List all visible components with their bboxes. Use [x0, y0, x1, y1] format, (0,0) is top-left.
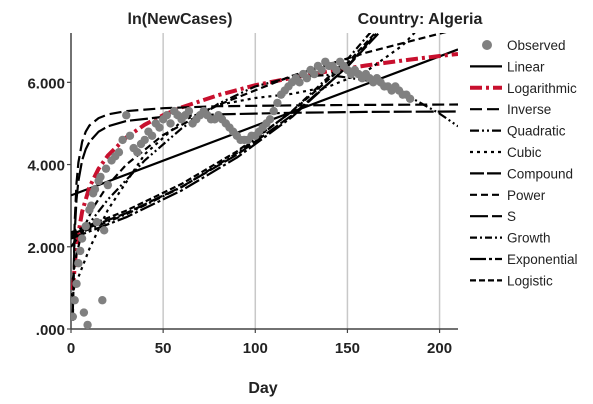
- observed-point: [103, 180, 113, 190]
- observed-point: [98, 296, 107, 305]
- legend-label-quadratic: Quadratic: [507, 124, 566, 139]
- observed-point: [162, 111, 172, 120]
- y-tick-label: 2.000: [27, 240, 65, 257]
- observed-point: [96, 172, 105, 182]
- tick-labels: 0 50 100 150 200 .000 2.000 4.000 6.000: [27, 75, 452, 357]
- legend-label-power: Power: [507, 188, 546, 203]
- observed-point: [72, 279, 81, 288]
- series-cubic-line: [71, 33, 416, 297]
- legend-label-logistic: Logistic: [507, 273, 553, 288]
- x-tick-label: 100: [243, 340, 268, 357]
- observed-point: [133, 148, 142, 157]
- legend-label-linear: Linear: [507, 59, 545, 74]
- legend-label-s: S: [507, 209, 516, 224]
- fit-lines: [71, 33, 458, 321]
- legend-label-logarithmic: Logarithmic: [507, 81, 577, 96]
- series-inverse-line: [71, 103, 458, 321]
- x-tick-label: 50: [155, 340, 172, 357]
- y-tick-label: .000: [36, 322, 65, 339]
- series-logarithmic-line: [71, 52, 458, 291]
- legend-label-cubic: Cubic: [507, 145, 542, 160]
- observed-point: [166, 119, 175, 128]
- observed-point: [147, 131, 157, 140]
- observed-point: [83, 320, 92, 329]
- legend-label-compound: Compound: [507, 166, 573, 181]
- series-power-line: [71, 33, 447, 280]
- observed-point: [310, 69, 319, 79]
- x-tick-label: 200: [427, 340, 452, 357]
- observed-point: [101, 164, 111, 173]
- legend-label-inverse: Inverse: [507, 102, 551, 117]
- observed-point: [92, 217, 102, 227]
- observed-point: [87, 201, 96, 210]
- observed-point: [184, 106, 194, 116]
- observed-point: [118, 135, 127, 145]
- series-s-line: [71, 110, 458, 313]
- observed-point: [77, 234, 87, 243]
- observed-point: [295, 78, 304, 87]
- gridlines: [162, 33, 441, 329]
- observed-point: [99, 226, 109, 235]
- legend: Observed Linear Logarithmic Inverse Quadrati…: [470, 38, 578, 288]
- legend-label-exponential: Exponential: [507, 252, 578, 267]
- observed-point: [71, 296, 79, 305]
- observed-point: [71, 312, 78, 321]
- x-tick-label: 150: [335, 340, 360, 357]
- series-quadratic-line: [71, 73, 458, 248]
- observed-point: [317, 65, 326, 75]
- observed-point: [74, 259, 83, 268]
- observed-point: [273, 98, 282, 108]
- observed-point: [302, 74, 312, 83]
- axes: [70, 33, 458, 330]
- observed-point: [122, 111, 131, 120]
- observed-point: [269, 106, 278, 116]
- observed-point: [155, 123, 164, 132]
- observed-point: [90, 185, 100, 194]
- observed-point: [76, 246, 85, 256]
- observed-point: [114, 148, 124, 157]
- chart-title: ln(NewCases): [128, 11, 233, 28]
- legend-swatch-observed: [482, 40, 492, 50]
- legend-label-growth: Growth: [507, 231, 551, 246]
- x-tick-label: 0: [67, 340, 75, 357]
- observed-point: [265, 115, 275, 124]
- x-axis-label: Day: [248, 380, 277, 397]
- observed-points: [71, 57, 415, 329]
- observed-point: [81, 222, 90, 231]
- observed-point: [79, 308, 89, 317]
- series-exponential-line: [71, 33, 379, 240]
- y-tick-label: 4.000: [27, 158, 65, 175]
- series-logistic-line: [71, 33, 377, 234]
- observed-point: [140, 135, 149, 145]
- y-tick-label: 6.000: [27, 75, 65, 92]
- observed-point: [332, 65, 341, 75]
- legend-label-observed: Observed: [507, 38, 566, 53]
- observed-point: [125, 131, 135, 140]
- chart-subtitle: Country: Algeria: [358, 11, 483, 28]
- observed-point: [405, 94, 415, 103]
